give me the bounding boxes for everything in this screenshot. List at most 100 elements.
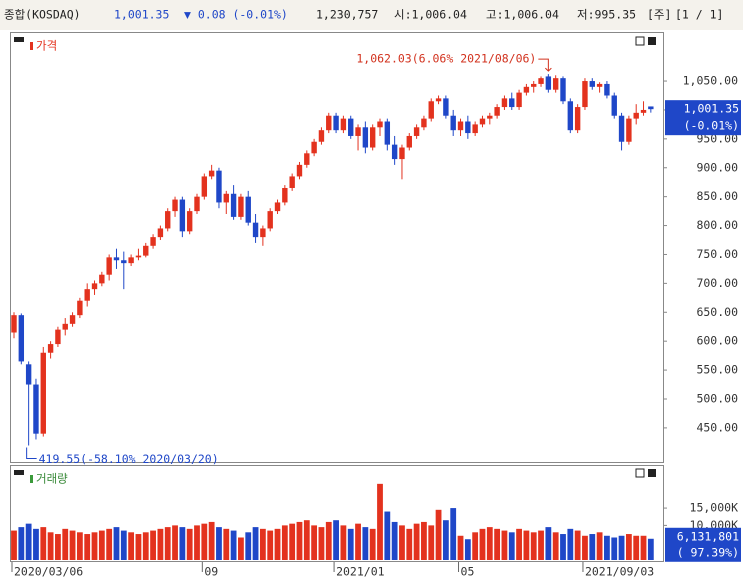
candle-body [333, 115, 339, 131]
candle-body [509, 98, 515, 108]
volume-bar [399, 525, 405, 560]
current-volume: 6,131,801 [677, 529, 739, 543]
candle-body [40, 352, 46, 434]
candle-body [531, 83, 537, 87]
candle-body [348, 118, 354, 136]
candle-body [399, 147, 405, 160]
volume-panel [10, 465, 664, 562]
candle-body [69, 315, 76, 324]
header-low: 저:995.35 [577, 8, 636, 22]
candle-body [443, 98, 449, 116]
header-page: [1 / 1] [675, 8, 723, 22]
volume-bar [355, 523, 361, 560]
volume-bar [33, 528, 39, 560]
volume-bar [274, 528, 281, 560]
volume-bar [223, 528, 230, 560]
candle-body [355, 127, 361, 136]
volume-bar [442, 520, 449, 560]
candle-body [369, 127, 376, 148]
panel-button[interactable] [648, 469, 656, 477]
volume-bar [391, 521, 398, 560]
candle-body [208, 170, 215, 177]
header-open: 시:1,006.04 [394, 8, 467, 22]
legend-swatch [30, 42, 33, 50]
volume-bar [62, 528, 69, 560]
candle-body [340, 118, 347, 131]
candle-body [421, 118, 427, 128]
current-change: (-0.01%) [684, 119, 739, 133]
candle-body [413, 127, 420, 136]
volume-bar [560, 534, 566, 560]
volume-bar [69, 530, 76, 560]
candle-body [106, 257, 112, 275]
candle-body [238, 196, 244, 217]
x-tick-label: 09 [204, 565, 218, 579]
volume-bar [486, 527, 493, 560]
volume-bar [640, 535, 647, 560]
candle-body [479, 118, 486, 125]
volume-bar [142, 532, 149, 560]
candle-body [604, 83, 610, 96]
y-tick-label: 15,000K [690, 501, 739, 515]
y-tick-label: 700.00 [696, 276, 738, 290]
candle-body [179, 199, 186, 232]
candle-body [450, 115, 456, 131]
y-tick-label: 650.00 [696, 305, 738, 319]
candle-body [230, 193, 237, 217]
volume-bar [611, 537, 618, 560]
volume-bar [98, 530, 105, 560]
volume-bar [296, 521, 303, 560]
volume-bar [552, 532, 559, 560]
y-tick-label: 850.00 [696, 189, 738, 203]
volume-bar [11, 530, 17, 560]
volume-bar [289, 523, 296, 560]
volume-bar [501, 530, 508, 560]
volume-bar [281, 525, 288, 560]
candle-body [304, 153, 310, 165]
candle-body [435, 98, 442, 102]
header-name: 종합(KOSDAQ) [4, 8, 81, 22]
volume-bar [25, 523, 32, 560]
volume-bar [450, 508, 457, 560]
candle-body [567, 101, 574, 131]
volume-bar [516, 528, 522, 560]
volume-bar [40, 527, 47, 560]
candle-body [252, 222, 259, 238]
volume-bar [172, 525, 178, 560]
volume-bar [362, 527, 369, 560]
volume-bar [618, 535, 625, 560]
candle-body [523, 86, 530, 93]
volume-title: 거래량 [36, 472, 68, 486]
candle-body [62, 323, 68, 330]
panel-button[interactable] [648, 37, 656, 45]
volume-bar [604, 535, 610, 560]
candle-body [47, 344, 54, 353]
candle-body [633, 112, 639, 119]
candle-body [326, 115, 332, 131]
candle-body [282, 187, 288, 203]
candle-body [611, 95, 617, 116]
volume-bar [369, 528, 376, 560]
volume-bar [545, 527, 552, 560]
candle-body [223, 193, 229, 203]
header-bar [0, 0, 743, 30]
candle-body [33, 384, 39, 434]
volume-bar [252, 527, 259, 560]
panel-button[interactable] [635, 468, 645, 478]
candle-body [18, 315, 25, 362]
panel-button[interactable] [635, 36, 645, 46]
volume-bar [494, 528, 501, 560]
candle-body [487, 115, 493, 119]
x-tick-label: 05 [461, 565, 475, 579]
candle-body [494, 107, 500, 116]
annotation: 419.55(-58.10% 2020/03/20) [39, 452, 219, 466]
candle-body [596, 83, 603, 87]
annotation-arrow [538, 58, 552, 72]
volume-bar [194, 525, 200, 560]
candle-body [384, 121, 391, 145]
candle-body [552, 78, 559, 90]
candle-body [618, 115, 625, 142]
candle-body [362, 127, 369, 148]
